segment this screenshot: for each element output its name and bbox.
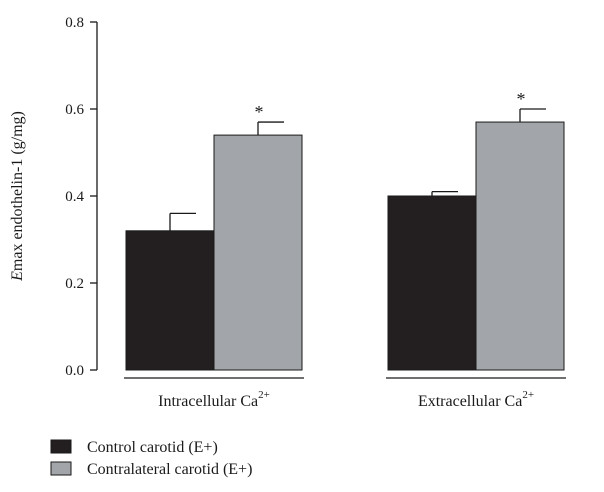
legend-swatch <box>50 461 72 476</box>
category-label-text: Extracellular Ca <box>418 393 522 410</box>
bar-control <box>125 230 215 371</box>
y-tick-label: 0.4 <box>65 189 84 205</box>
significance-marker: * <box>255 102 264 122</box>
y-axis-title-italic: E <box>9 271 26 282</box>
y-tick-label: 0.0 <box>65 363 84 379</box>
y-axis: 0.0 0.2 0.4 0.6 0.8 <box>65 15 98 379</box>
y-axis-title-rest: max endothelin-1 (g/mg) <box>9 111 26 271</box>
bars: ** <box>125 89 565 371</box>
legend-swatch <box>50 439 72 454</box>
y-tick-label: 0.6 <box>65 102 84 118</box>
category-label: Extracellular Ca2+ <box>418 389 534 410</box>
bar-contralateral <box>213 134 303 371</box>
legend-label: Contralateral carotid (E+) <box>87 461 252 478</box>
y-tick-label: 0.8 <box>65 15 84 31</box>
bar-contralateral <box>475 121 565 371</box>
group-labels: Intracellular Ca2+ Extracellular Ca2+ <box>158 389 534 410</box>
category-label-superscript: 2+ <box>258 389 270 401</box>
y-axis-title: Emax endothelin-1 (g/mg) <box>9 111 26 282</box>
significance-marker: * <box>517 89 526 109</box>
legend-label: Control carotid (E+) <box>87 439 218 456</box>
category-label-superscript: 2+ <box>522 389 534 401</box>
bar-control <box>387 195 477 371</box>
category-label: Intracellular Ca2+ <box>158 389 270 410</box>
category-label-text: Intracellular Ca <box>158 393 258 410</box>
legend: Control carotid (E+) Contralateral caroti… <box>50 439 252 478</box>
y-tick-label: 0.2 <box>65 276 84 292</box>
